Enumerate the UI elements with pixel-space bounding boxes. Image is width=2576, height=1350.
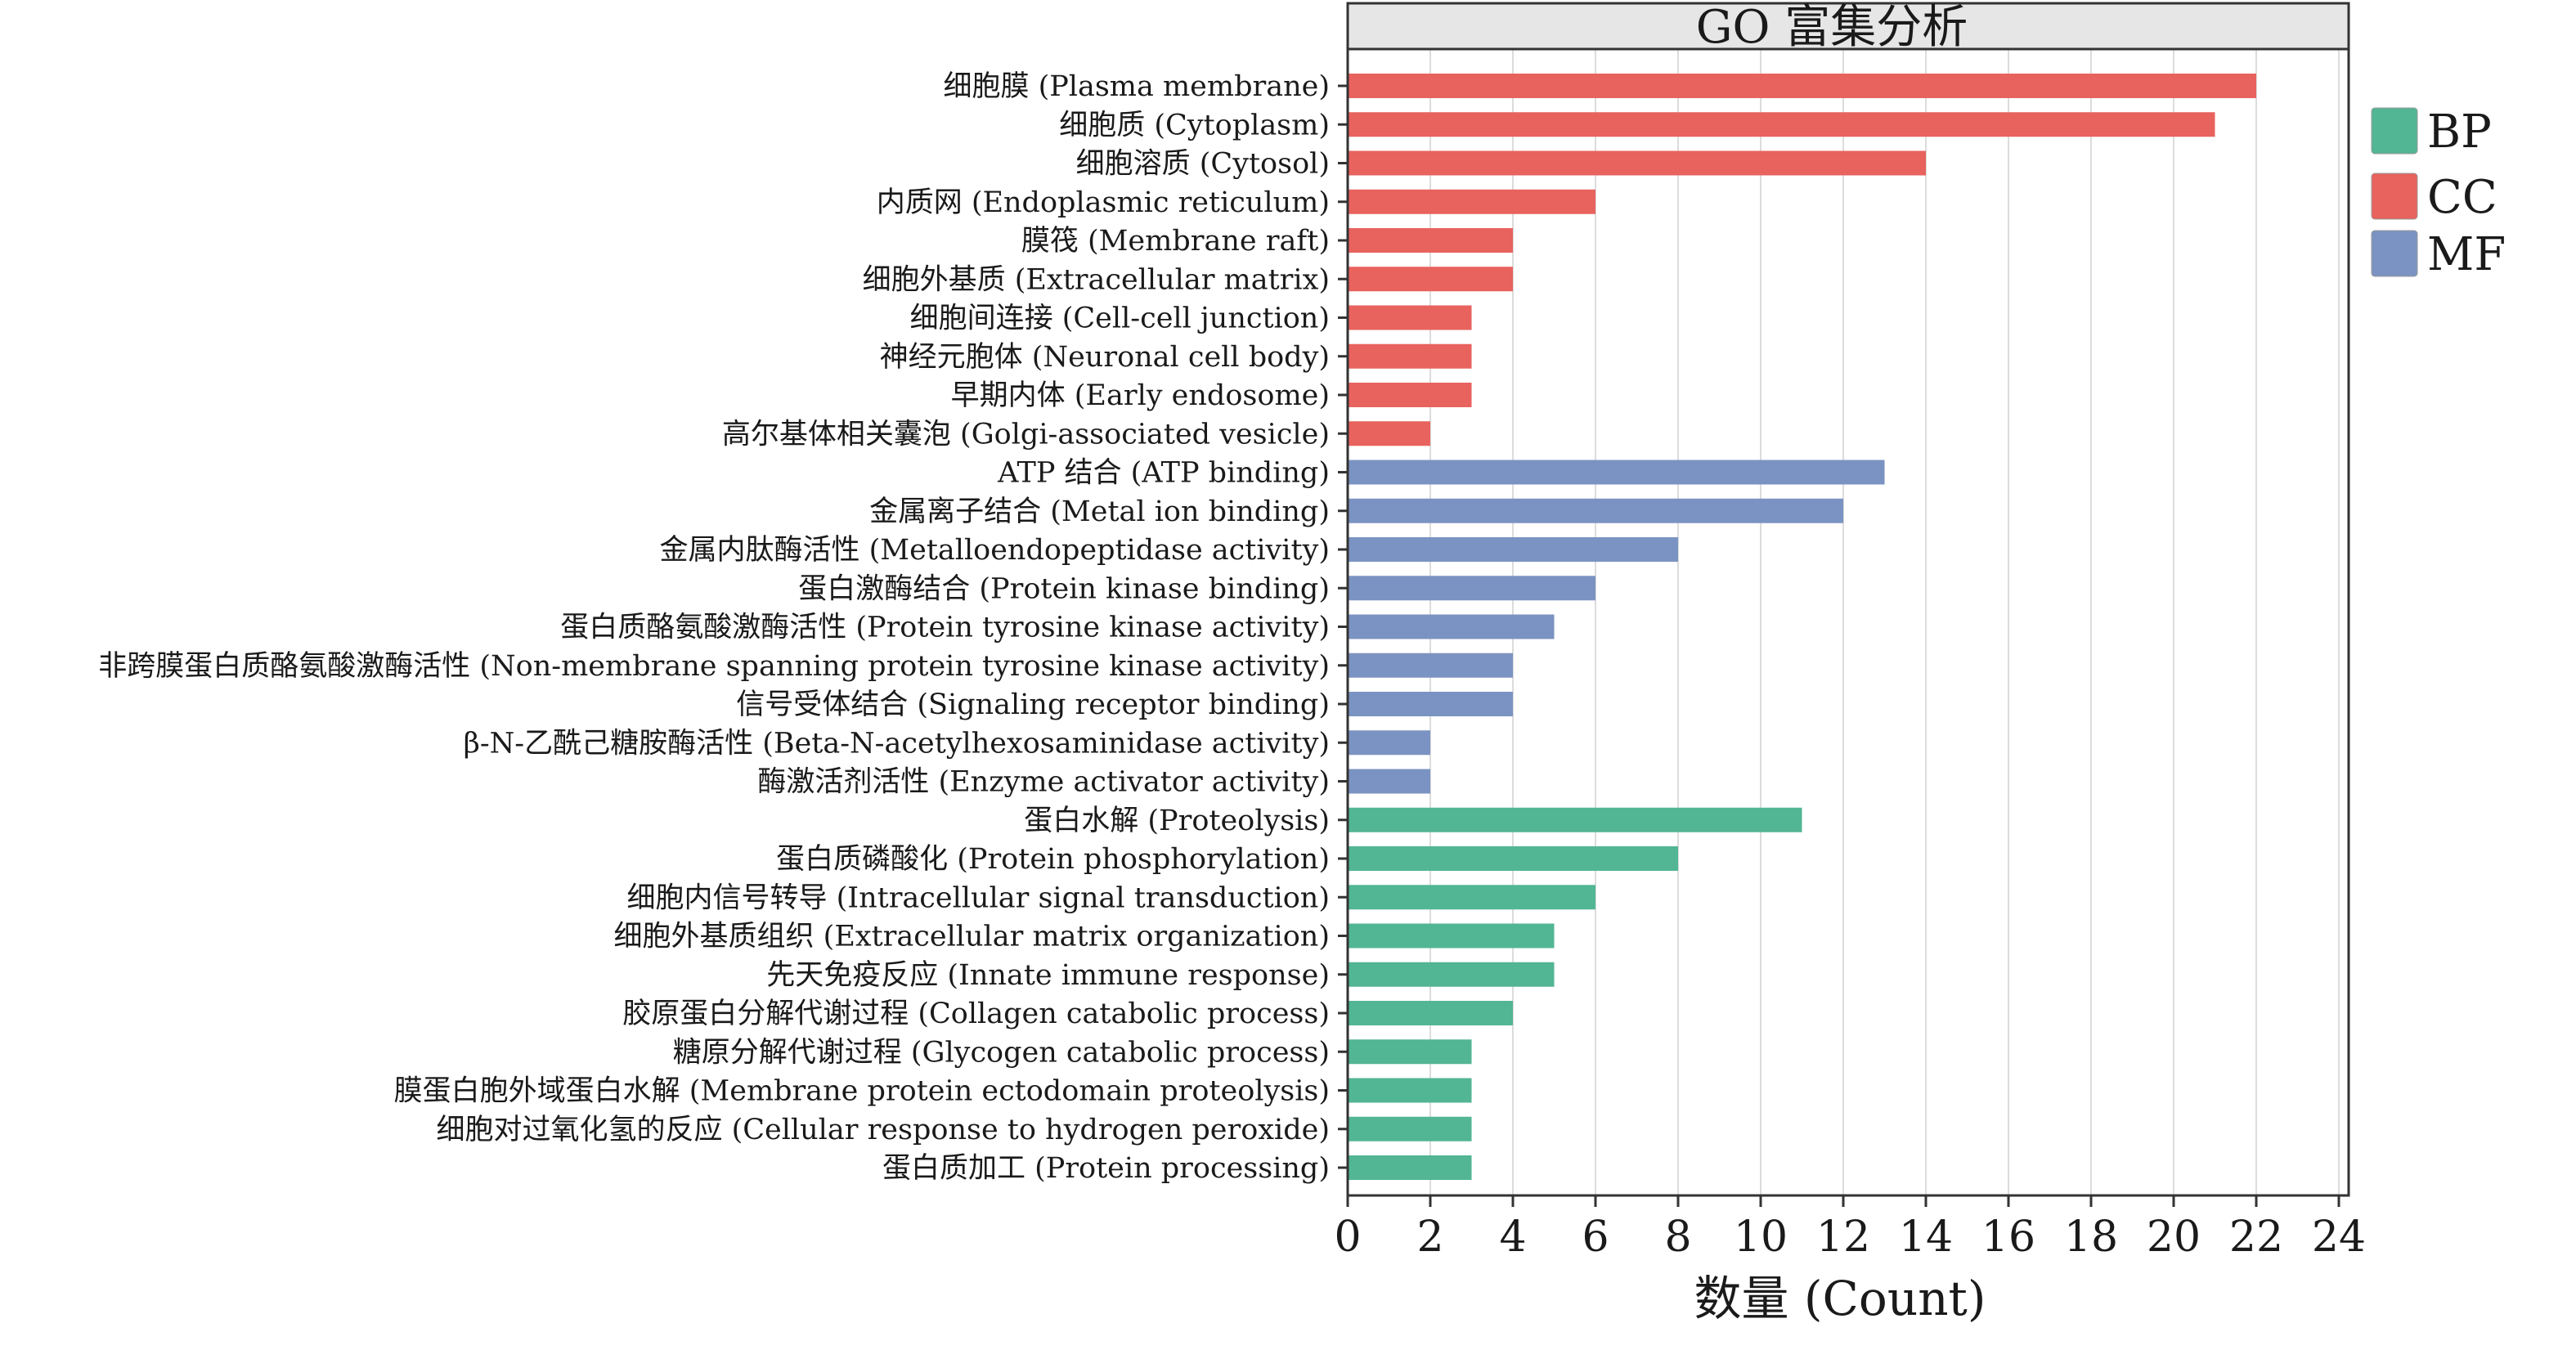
category-label: 蛋白激酶结合 (Protein kinase binding) <box>798 572 1330 605</box>
category-label: 细胞间连接 (Cell-cell junction) <box>910 303 1330 335</box>
bar-bp <box>1349 1078 1472 1103</box>
gridlines <box>1429 49 2340 1195</box>
category-label: 神经元胞体 (Neuronal cell body) <box>880 341 1330 374</box>
category-label: 先天免疫反应 (Innate immune response) <box>766 959 1330 992</box>
category-label: 膜筏 (Membrane raft) <box>1021 225 1330 258</box>
category-label: 细胞对过氧化氢的反应 (Cellular response to hydroge… <box>436 1114 1330 1146</box>
bar-cc <box>1349 343 1472 369</box>
bars <box>1349 74 2256 1180</box>
category-label: 细胞外基质 (Extracellular matrix) <box>863 263 1330 296</box>
x-tick-label: 14 <box>1899 1213 1953 1262</box>
legend-label-cc: CC <box>2427 171 2497 224</box>
x-tick-label: 0 <box>1334 1213 1361 1262</box>
x-tick-label: 22 <box>2229 1213 2283 1262</box>
legend-label-mf: MF <box>2427 228 2506 281</box>
category-label: 细胞质 (Cytoplasm) <box>1059 109 1330 141</box>
legend-label-bp: BP <box>2427 105 2492 159</box>
title-strip <box>1346 2 2350 51</box>
category-label: 细胞内信号转导 (Intracellular signal transducti… <box>626 881 1330 914</box>
legend-swatch-cc <box>2371 173 2418 220</box>
bar-cc <box>1349 421 1430 446</box>
category-label: 细胞外基质组织 (Extracellular matrix organizati… <box>614 921 1330 953</box>
x-tick-label: 16 <box>1981 1213 2035 1262</box>
bar-mf <box>1349 498 1843 523</box>
category-label: 金属内肽酶活性 (Metalloendopeptidase activity) <box>660 534 1331 567</box>
x-axis-title: 数量 (Count) <box>1694 1271 1986 1326</box>
x-tick-label: 8 <box>1664 1213 1691 1262</box>
x-tick-label: 18 <box>2064 1213 2118 1262</box>
bar-mf <box>1349 692 1513 716</box>
category-label: 金属离子结合 (Metal ion binding) <box>869 496 1330 528</box>
category-label: 酶激活剂活性 (Enzyme activator activity) <box>757 766 1330 799</box>
bar-mf <box>1349 653 1513 678</box>
bar-bp <box>1349 1116 1472 1141</box>
bar-bp <box>1349 807 1802 832</box>
category-label: β-N-乙酰己糖胺酶活性 (Beta-N-acetylhexosaminidas… <box>464 727 1330 760</box>
category-label: 内质网 (Endoplasmic reticulum) <box>877 186 1330 219</box>
x-tick-label: 20 <box>2147 1213 2201 1262</box>
bar-cc <box>1349 383 1472 407</box>
bar-bp <box>1349 885 1595 910</box>
category-label: 蛋白质磷酸化 (Protein phosphorylation) <box>776 843 1330 876</box>
category-label: 细胞膜 (Plasma membrane) <box>943 70 1330 103</box>
category-label: 信号受体结合 (Signaling receptor binding) <box>736 688 1330 721</box>
x-tick-label: 24 <box>2312 1213 2366 1262</box>
chart-title: GO 富集分析 <box>1696 1 1968 54</box>
category-labels: 细胞膜 (Plasma membrane) 细胞质 (Cytoplasm) 细胞溶质… <box>98 70 1348 1185</box>
x-tick-label: 6 <box>1582 1213 1609 1262</box>
bar-cc <box>1349 150 1926 176</box>
bar-bp <box>1349 1001 1513 1025</box>
x-tick-label: 12 <box>1816 1213 1870 1262</box>
x-tick-label: 4 <box>1499 1213 1526 1262</box>
bar-cc <box>1349 267 1513 292</box>
bar-bp <box>1349 962 1555 987</box>
bar-mf <box>1349 460 1885 485</box>
bar-cc <box>1349 228 1513 253</box>
category-label: 非跨膜蛋白质酪氨酸激酶活性 (Non-membrane spanning pro… <box>98 650 1330 683</box>
bar-cc <box>1349 189 1595 214</box>
category-label: 早期内体 (Early endosome) <box>951 379 1330 412</box>
category-label: 蛋白水解 (Proteolysis) <box>1024 805 1330 837</box>
category-label: 蛋白质加工 (Protein processing) <box>882 1152 1330 1185</box>
category-label: 胶原蛋白分解代谢过程 (Collagen catabolic process) <box>622 998 1330 1030</box>
bar-mf <box>1349 730 1430 756</box>
bar-cc <box>1349 305 1472 330</box>
bar-mf <box>1349 576 1595 601</box>
category-label: ATP 结合 (ATP binding) <box>997 457 1330 490</box>
x-tick-label: 10 <box>1734 1213 1788 1262</box>
legend-swatch-mf <box>2371 230 2418 277</box>
category-label: 细胞溶质 (Cytosol) <box>1076 148 1330 181</box>
category-label: 蛋白质酪氨酸激酶活性 (Protein tyrosine kinase acti… <box>560 612 1330 644</box>
category-label: 糖原分解代谢过程 (Glycogen catabolic process) <box>673 1036 1330 1069</box>
bar-cc <box>1349 74 2256 98</box>
x-axis: 0 2 4 6 8 10 12 14 16 18 20 22 24 <box>1334 1195 2366 1262</box>
bar-mf <box>1349 537 1678 562</box>
bar-bp <box>1349 923 1555 949</box>
bar-bp <box>1349 1155 1472 1180</box>
bar-bp <box>1349 1039 1472 1065</box>
x-tick-label: 2 <box>1416 1213 1443 1262</box>
bar-bp <box>1349 846 1678 871</box>
category-label: 膜蛋白胞外域蛋白水解 (Membrane protein ectodomain … <box>394 1075 1330 1108</box>
bar-cc <box>1349 112 2215 137</box>
category-label: 高尔基体相关囊泡 (Golgi-associated vesicle) <box>722 418 1330 451</box>
bar-mf <box>1349 769 1430 794</box>
bar-mf <box>1349 614 1555 639</box>
legend-swatch-bp <box>2371 107 2418 155</box>
